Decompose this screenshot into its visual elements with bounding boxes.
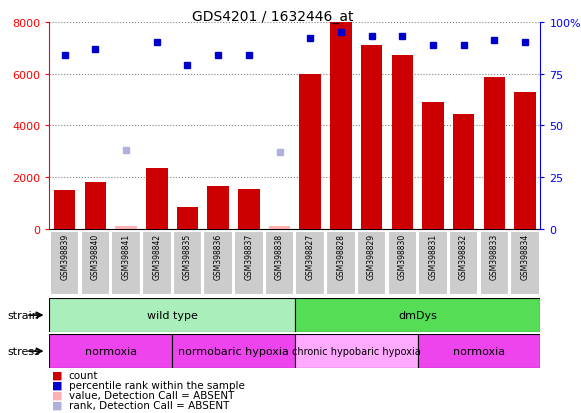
Bar bbox=[112, 231, 141, 295]
Bar bbox=[479, 231, 509, 295]
Text: normobaric hypoxia: normobaric hypoxia bbox=[178, 346, 289, 356]
Text: normoxia: normoxia bbox=[453, 346, 505, 356]
Bar bbox=[203, 231, 233, 295]
Bar bbox=[510, 231, 540, 295]
Text: GSM398835: GSM398835 bbox=[183, 233, 192, 279]
Bar bbox=[295, 334, 418, 368]
Bar bbox=[422, 103, 444, 229]
Text: GSM398831: GSM398831 bbox=[428, 233, 437, 279]
Bar bbox=[295, 298, 540, 332]
Bar bbox=[418, 231, 448, 295]
Text: GSM398830: GSM398830 bbox=[398, 233, 407, 279]
Text: GSM398827: GSM398827 bbox=[306, 233, 315, 279]
Bar bbox=[330, 23, 352, 229]
Text: GSM398842: GSM398842 bbox=[152, 233, 162, 279]
Text: ■: ■ bbox=[52, 370, 63, 380]
Bar bbox=[361, 46, 382, 229]
Bar bbox=[49, 298, 295, 332]
Text: normoxia: normoxia bbox=[85, 346, 137, 356]
Text: percentile rank within the sample: percentile rank within the sample bbox=[69, 380, 245, 390]
Text: ■: ■ bbox=[52, 400, 63, 410]
Text: strain: strain bbox=[7, 310, 39, 320]
Text: stress: stress bbox=[7, 346, 40, 356]
Bar bbox=[49, 334, 172, 368]
Bar bbox=[265, 231, 294, 295]
Bar bbox=[326, 231, 356, 295]
Bar bbox=[116, 227, 137, 229]
Bar bbox=[85, 183, 106, 229]
Bar bbox=[449, 231, 478, 295]
Text: count: count bbox=[69, 370, 98, 380]
Bar bbox=[357, 231, 386, 295]
Text: GSM398841: GSM398841 bbox=[121, 233, 131, 279]
Bar bbox=[172, 334, 295, 368]
Text: GSM398837: GSM398837 bbox=[245, 233, 253, 279]
Bar bbox=[453, 114, 474, 229]
Bar bbox=[299, 74, 321, 229]
Bar bbox=[81, 231, 110, 295]
Bar bbox=[173, 231, 202, 295]
Bar bbox=[392, 56, 413, 229]
Text: GSM398828: GSM398828 bbox=[336, 233, 345, 279]
Text: GSM398840: GSM398840 bbox=[91, 233, 100, 279]
Bar bbox=[234, 231, 264, 295]
Text: rank, Detection Call = ABSENT: rank, Detection Call = ABSENT bbox=[69, 400, 229, 410]
Bar bbox=[388, 231, 417, 295]
Text: GSM398833: GSM398833 bbox=[490, 233, 499, 279]
Bar bbox=[514, 93, 536, 229]
Text: GSM398838: GSM398838 bbox=[275, 233, 284, 279]
Bar bbox=[269, 227, 290, 229]
Text: chronic hypobaric hypoxia: chronic hypobaric hypoxia bbox=[292, 346, 421, 356]
Bar bbox=[238, 189, 260, 229]
Bar bbox=[418, 334, 540, 368]
Text: ■: ■ bbox=[52, 390, 63, 400]
Text: GSM398829: GSM398829 bbox=[367, 233, 376, 279]
Text: wild type: wild type bbox=[146, 310, 198, 320]
Bar bbox=[177, 207, 198, 229]
Bar bbox=[296, 231, 325, 295]
Text: value, Detection Call = ABSENT: value, Detection Call = ABSENT bbox=[69, 390, 234, 400]
Bar bbox=[54, 190, 76, 229]
Text: GDS4201 / 1632446_at: GDS4201 / 1632446_at bbox=[192, 10, 354, 24]
Text: ■: ■ bbox=[52, 380, 63, 390]
Text: GSM398832: GSM398832 bbox=[459, 233, 468, 279]
Bar bbox=[142, 231, 171, 295]
Text: GSM398836: GSM398836 bbox=[214, 233, 223, 279]
Bar bbox=[50, 231, 80, 295]
Text: dmDys: dmDys bbox=[398, 310, 437, 320]
Bar bbox=[483, 78, 505, 229]
Text: GSM398839: GSM398839 bbox=[60, 233, 69, 279]
Bar bbox=[146, 169, 167, 229]
Bar bbox=[207, 187, 229, 229]
Text: GSM398834: GSM398834 bbox=[521, 233, 529, 279]
